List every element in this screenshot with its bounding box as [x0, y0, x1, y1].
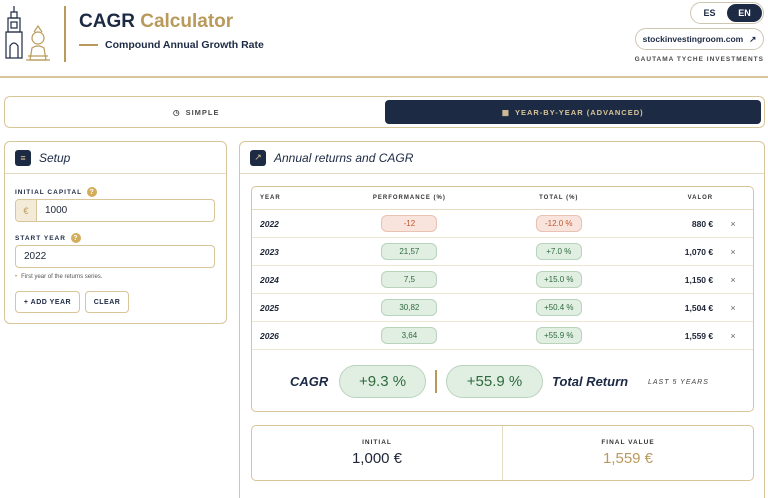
language-switch: ES EN	[690, 2, 764, 24]
setup-title: Setup	[39, 150, 71, 165]
remove-row-icon[interactable]: ×	[730, 302, 736, 313]
initial-label: INITIAL	[362, 439, 392, 446]
row-year: 2022	[260, 218, 279, 229]
initial-capital-label-text: INITIAL CAPITAL	[15, 188, 83, 196]
total-return-label: Total Return	[552, 374, 629, 389]
tab-advanced-label: YEAR-BY-YEAR (ADVANCED)	[514, 107, 644, 117]
performance-input[interactable]: 21,57	[381, 243, 438, 260]
clock-icon: ◷	[173, 107, 181, 117]
remove-row-icon[interactable]: ×	[730, 274, 736, 285]
total-badge: +55.9 %	[535, 327, 582, 344]
start-year-label: START YEAR ?	[15, 233, 81, 243]
returns-table: YEAR PERFORMANCE (%) TOTAL (%) VALOR 202…	[251, 186, 754, 412]
table-row: 2025 30,82 +50.4 % 1,504 € ×	[252, 294, 753, 322]
table-row: 2022 -12 -12.0 % 880 € ×	[252, 210, 753, 238]
app-header: CAGR Calculator Compound Annual Growth R…	[0, 0, 768, 78]
lang-es-button[interactable]: ES	[703, 8, 716, 18]
initial-capital-field[interactable]: € 1000	[15, 199, 215, 222]
cagr-label: CAGR	[290, 374, 329, 389]
page-title: CAGR Calculator	[79, 11, 233, 33]
total-badge: +15.0 %	[535, 271, 582, 288]
table-header: YEAR PERFORMANCE (%) TOTAL (%) VALOR	[252, 187, 753, 210]
tab-year-by-year[interactable]: ▦ YEAR-BY-YEAR (ADVANCED)	[384, 100, 761, 124]
table-row: 2024 7,5 +15.0 % 1,150 € ×	[252, 266, 753, 294]
performance-input[interactable]: 30,82	[381, 299, 438, 316]
table-row: 2026 3,64 +55.9 % 1,559 € ×	[252, 322, 753, 350]
tab-simple-label: SIMPLE	[185, 107, 220, 117]
summary-divider	[435, 370, 437, 393]
page-subtitle: Compound Annual Growth Rate	[79, 39, 264, 51]
remove-row-icon[interactable]: ×	[730, 330, 736, 341]
start-year-label-text: START YEAR	[15, 234, 66, 242]
currency-prefix: €	[16, 200, 37, 221]
returns-title: Annual returns and CAGR	[274, 150, 414, 165]
row-value: 1,070 €	[684, 246, 714, 257]
tab-simple[interactable]: ◷ SIMPLE	[8, 100, 385, 124]
col-total: TOTAL (%)	[539, 195, 579, 201]
table-row: 2023 21,57 +7.0 % 1,070 € ×	[252, 238, 753, 266]
start-year-hint: • First year of the returns series.	[15, 274, 102, 280]
subtitle-text: Compound Annual Growth Rate	[105, 39, 264, 51]
external-arrow-icon: ↗	[749, 33, 757, 44]
row-value: 1,504 €	[684, 302, 714, 313]
row-value: 1,559 €	[684, 330, 714, 341]
row-value: 880 €	[691, 218, 714, 229]
row-year: 2024	[260, 274, 279, 285]
lang-en-button[interactable]: EN	[727, 4, 762, 22]
setup-header: ≡ Setup	[5, 142, 226, 174]
title-main: CAGR	[79, 11, 135, 32]
total-badge: +50.4 %	[535, 299, 582, 316]
total-badge: -12.0 %	[535, 215, 582, 232]
list-icon: ≡	[15, 149, 31, 166]
total-badge: +7.0 %	[535, 243, 582, 260]
setup-panel: ≡ Setup INITIAL CAPITAL ? € 1000 START Y…	[4, 141, 227, 324]
returns-panel: ↗ Annual returns and CAGR YEAR PERFORMAN…	[239, 141, 765, 498]
performance-input[interactable]: 7,5	[381, 271, 438, 288]
subtitle-dash	[79, 44, 98, 46]
row-year: 2026	[260, 330, 279, 341]
cagr-value-badge: +9.3 %	[339, 365, 426, 398]
trend-chart-icon: ↗	[250, 149, 266, 166]
initial-summary: INITIAL 1,000 €	[252, 426, 502, 480]
row-year: 2023	[260, 246, 279, 257]
col-year: YEAR	[260, 195, 281, 201]
final-label: FINAL VALUE	[601, 439, 655, 446]
help-icon[interactable]: ?	[87, 187, 98, 197]
final-summary: FINAL VALUE 1,559 €	[502, 426, 753, 480]
initial-capital-value: 1000	[45, 205, 68, 216]
title-accent: Calculator	[140, 11, 234, 32]
final-amount: 1,559 €	[602, 450, 654, 467]
mode-tabs: ◷ SIMPLE ▦ YEAR-BY-YEAR (ADVANCED)	[4, 96, 765, 128]
remove-row-icon[interactable]: ×	[730, 218, 736, 229]
initial-capital-label: INITIAL CAPITAL ?	[15, 187, 98, 197]
start-year-hint-text: First year of the returns series.	[21, 274, 103, 280]
add-year-button[interactable]: + ADD YEAR	[15, 291, 80, 313]
row-year: 2025	[260, 302, 279, 313]
col-performance: PERFORMANCE (%)	[372, 195, 446, 201]
clear-button[interactable]: CLEAR	[85, 291, 129, 313]
site-link-label: stockinvestingroom.com	[642, 34, 744, 44]
help-icon[interactable]: ?	[70, 233, 81, 243]
calendar-icon: ▦	[501, 107, 510, 117]
total-return-badge: +55.9 %	[446, 365, 543, 398]
bullet-icon: •	[15, 274, 18, 280]
start-year-field[interactable]: 2022	[15, 245, 215, 268]
value-summary: INITIAL 1,000 € FINAL VALUE 1,559 €	[251, 425, 754, 481]
cagr-summary: CAGR +9.3 % +55.9 % Total Return LAST 5 …	[252, 359, 752, 411]
row-value: 1,150 €	[684, 274, 714, 285]
header-divider	[64, 6, 66, 62]
period-label: LAST 5 YEARS	[648, 379, 709, 386]
col-value: VALOR	[687, 195, 714, 201]
tower-logo-icon	[5, 6, 50, 61]
initial-amount: 1,000 €	[351, 450, 403, 467]
remove-row-icon[interactable]: ×	[730, 246, 736, 257]
performance-input[interactable]: -12	[381, 215, 438, 232]
brand-name: GAUTAMA TYCHE INVESTMENTS	[634, 56, 764, 63]
performance-input[interactable]: 3,64	[381, 327, 438, 344]
returns-header: ↗ Annual returns and CAGR	[240, 142, 764, 174]
start-year-value: 2022	[24, 251, 47, 262]
site-link-button[interactable]: stockinvestingroom.com ↗	[635, 28, 764, 50]
